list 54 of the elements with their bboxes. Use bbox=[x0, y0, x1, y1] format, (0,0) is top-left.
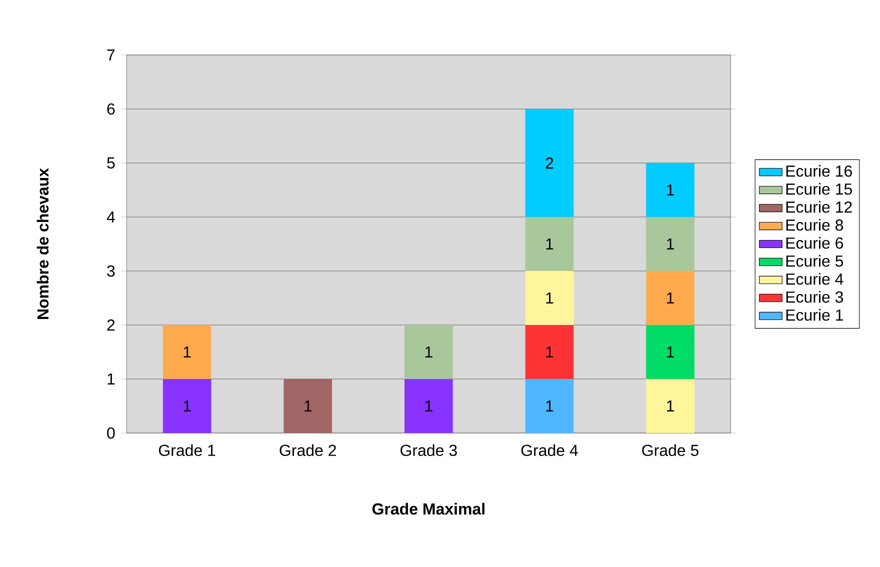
bar bbox=[404, 324, 453, 379]
legend-label: Ecurie 1 bbox=[786, 308, 843, 321]
bar bbox=[162, 324, 212, 379]
y-tick-label: 5 bbox=[107, 157, 115, 169]
bar bbox=[646, 271, 694, 325]
bar bbox=[525, 216, 574, 271]
bar bbox=[525, 108, 574, 217]
data-label: 1 bbox=[667, 292, 674, 304]
data-label: 2 bbox=[546, 157, 554, 169]
bar bbox=[646, 162, 694, 217]
data-label: 1 bbox=[667, 400, 674, 412]
data-label: 1 bbox=[667, 238, 674, 250]
data-label: 1 bbox=[184, 400, 191, 412]
x-tick-label: Grade 4 bbox=[521, 444, 578, 456]
data-label: 1 bbox=[667, 184, 674, 196]
legend-label: Ecurie 4 bbox=[786, 272, 844, 285]
legend-label: Ecurie 3 bbox=[786, 290, 844, 303]
y-tick-label: 1 bbox=[108, 374, 115, 384]
legend-label: Ecurie 6 bbox=[786, 237, 844, 249]
legend-label: Ecurie 12 bbox=[786, 201, 852, 213]
x-tick-label: Grade 3 bbox=[400, 444, 457, 456]
data-label: 1 bbox=[546, 346, 554, 358]
data-label: 1 bbox=[546, 238, 554, 250]
bar bbox=[404, 379, 453, 433]
data-label: 1 bbox=[546, 400, 554, 412]
data-label: 1 bbox=[425, 400, 432, 412]
legend-label: Ecurie 5 bbox=[786, 255, 844, 267]
x-tick-label: Grade 5 bbox=[642, 444, 698, 456]
bar bbox=[525, 271, 574, 325]
bar bbox=[162, 379, 212, 433]
data-label: 1 bbox=[304, 400, 312, 412]
data-label: 1 bbox=[184, 346, 191, 358]
data-label: 1 bbox=[667, 346, 674, 358]
bar bbox=[525, 324, 574, 379]
legend-label: Ecurie 8 bbox=[786, 219, 844, 231]
data-label: 1 bbox=[546, 292, 554, 304]
bar bbox=[525, 379, 574, 433]
data-label: 1 bbox=[425, 346, 432, 358]
y-tick-label: 0 bbox=[107, 427, 115, 439]
y-tick-label: 7 bbox=[107, 50, 115, 60]
x-tick-label: Grade 2 bbox=[280, 444, 336, 456]
y-tick-label: 3 bbox=[107, 265, 115, 277]
bar bbox=[646, 216, 694, 271]
legend-label: Ecurie 16 bbox=[786, 165, 852, 177]
y-tick-label: 2 bbox=[107, 319, 115, 331]
x-tick-label: Grade 1 bbox=[158, 444, 216, 456]
legend-label: Ecurie 15 bbox=[786, 183, 852, 195]
bar bbox=[646, 324, 694, 379]
bar bbox=[284, 379, 332, 433]
bar bbox=[646, 379, 694, 433]
y-tick-label: 4 bbox=[106, 212, 115, 222]
y-axis-title: Nombre de chevaux bbox=[36, 168, 49, 319]
y-tick-label: 6 bbox=[107, 103, 115, 115]
x-axis-title: Grade Maximal bbox=[372, 502, 484, 515]
